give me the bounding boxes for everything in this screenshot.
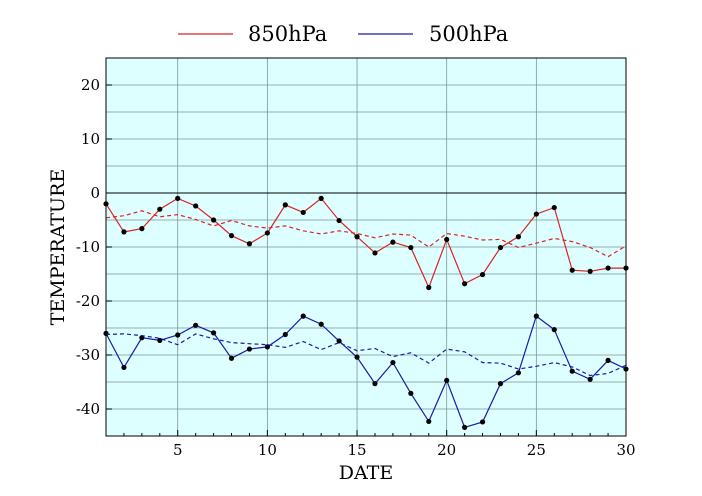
y-tick-label: 0 bbox=[90, 184, 100, 202]
y-tick-label: 10 bbox=[81, 130, 100, 148]
data-point-series-0 bbox=[121, 229, 127, 235]
data-point-series-0 bbox=[175, 195, 181, 201]
data-point-series-2 bbox=[139, 335, 145, 341]
data-point-series-0 bbox=[372, 250, 378, 256]
data-point-series-0 bbox=[336, 217, 342, 224]
data-point-series-2 bbox=[462, 424, 468, 430]
y-tick-label: -10 bbox=[76, 238, 100, 256]
series-line-0-solid bbox=[105, 197, 626, 290]
data-point-series-2 bbox=[282, 331, 288, 338]
y-tick-label: -20 bbox=[76, 292, 100, 310]
data-point-series-0 bbox=[569, 267, 575, 273]
data-point-series-2 bbox=[300, 313, 306, 319]
y-tick-label: -30 bbox=[76, 346, 100, 364]
x-tick-label: 15 bbox=[347, 441, 366, 459]
data-point-series-2 bbox=[246, 346, 253, 352]
data-point-series-2 bbox=[390, 359, 396, 366]
data-point-series-0 bbox=[157, 206, 163, 212]
data-point-series-0 bbox=[515, 234, 522, 240]
data-point-series-2 bbox=[587, 376, 593, 382]
y-tick-label: 20 bbox=[81, 76, 100, 94]
series-layer bbox=[103, 195, 629, 430]
y-axis-title: TEMPERATURE bbox=[47, 169, 69, 326]
data-point-series-2 bbox=[336, 338, 342, 344]
data-point-series-0 bbox=[300, 209, 306, 216]
data-point-series-0 bbox=[462, 281, 468, 287]
series-line-2-solid bbox=[105, 315, 627, 429]
x-tick-label: 20 bbox=[437, 441, 456, 459]
data-point-series-0 bbox=[551, 204, 557, 211]
data-point-series-2 bbox=[318, 321, 324, 327]
data-point-series-0 bbox=[533, 211, 539, 217]
data-point-series-2 bbox=[354, 354, 360, 360]
data-point-series-2 bbox=[157, 337, 163, 344]
data-point-series-0 bbox=[210, 217, 217, 223]
series-line-1-dashed bbox=[105, 210, 627, 258]
data-point-series-0 bbox=[193, 203, 199, 209]
data-point-series-0 bbox=[605, 265, 611, 271]
data-point-series-2 bbox=[121, 364, 127, 371]
data-point-series-0 bbox=[282, 202, 288, 208]
data-point-series-2 bbox=[444, 377, 450, 383]
grid-lines bbox=[106, 58, 627, 436]
legend: 850hPa 500hPa bbox=[178, 22, 508, 46]
data-point-series-2 bbox=[426, 418, 432, 425]
data-point-series-2 bbox=[551, 327, 557, 333]
data-point-series-2 bbox=[210, 330, 217, 336]
data-point-series-0 bbox=[228, 233, 235, 239]
data-point-series-0 bbox=[390, 239, 396, 245]
data-point-series-2 bbox=[569, 368, 575, 374]
data-point-series-2 bbox=[605, 357, 611, 363]
tick-marks bbox=[105, 84, 627, 436]
x-tick-label: 30 bbox=[616, 441, 635, 459]
data-point-series-0 bbox=[318, 195, 324, 201]
data-point-series-0 bbox=[444, 236, 450, 243]
data-point-series-0 bbox=[354, 234, 360, 240]
legend-label-850hpa: 850hPa bbox=[248, 22, 327, 46]
x-tick-label: 5 bbox=[173, 441, 183, 459]
data-point-series-0 bbox=[479, 271, 486, 278]
data-point-series-2 bbox=[175, 332, 181, 338]
data-point-series-2 bbox=[193, 322, 199, 328]
tick-labels: 5 10 15 20 25 30 20 10 0 -10 -20 -30 -40 bbox=[76, 76, 636, 459]
data-point-series-2 bbox=[479, 419, 486, 425]
x-tick-label: 10 bbox=[258, 441, 277, 459]
y-tick-label: -40 bbox=[76, 400, 100, 418]
data-point-series-0 bbox=[246, 241, 253, 247]
data-point-series-2 bbox=[228, 355, 235, 361]
data-point-series-2 bbox=[372, 381, 378, 387]
data-point-series-2 bbox=[264, 344, 270, 350]
data-point-series-2 bbox=[533, 313, 539, 319]
data-point-series-0 bbox=[139, 226, 145, 232]
data-point-series-0 bbox=[497, 244, 504, 251]
x-axis-title: DATE bbox=[339, 462, 393, 484]
data-point-series-2 bbox=[408, 390, 414, 396]
data-point-series-2 bbox=[515, 370, 522, 376]
data-point-series-2 bbox=[497, 381, 504, 387]
data-point-series-0 bbox=[264, 230, 270, 236]
x-tick-label: 25 bbox=[527, 441, 546, 459]
data-point-series-0 bbox=[587, 268, 593, 274]
data-point-series-0 bbox=[408, 244, 414, 251]
legend-label-500hpa: 500hPa bbox=[429, 22, 508, 46]
data-point-series-0 bbox=[426, 284, 432, 291]
